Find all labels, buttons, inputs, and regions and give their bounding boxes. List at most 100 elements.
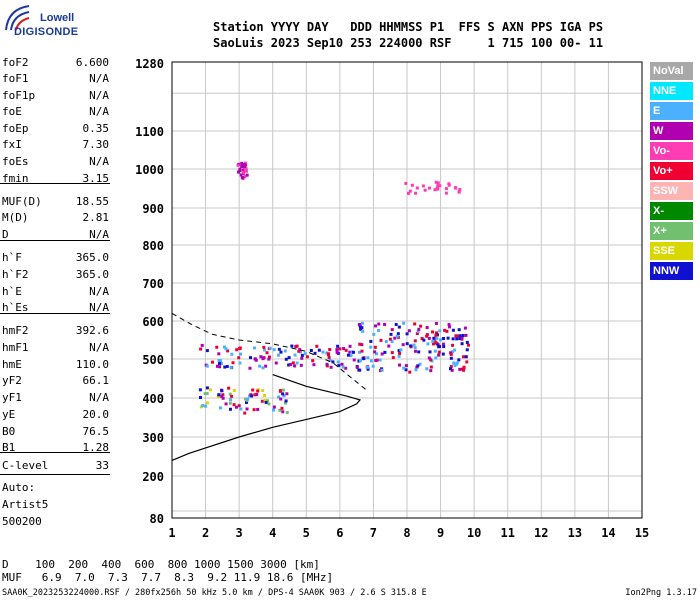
plot-frame: [171, 61, 643, 519]
echo-point: [291, 361, 295, 365]
param-value: 392.6: [75, 324, 109, 337]
x-tick-label: 10: [467, 526, 481, 540]
param-separator: [0, 240, 110, 241]
echo-point: [449, 352, 453, 356]
x-tick-label: 13: [568, 526, 582, 540]
echo-point: [445, 329, 449, 333]
echo-point: [205, 349, 209, 353]
legend-item: NoVal: [650, 62, 693, 80]
echo-point: [267, 402, 271, 406]
header-values: SaoLuis 2023 Sep10 253 224000 RSF 1 715 …: [213, 36, 604, 50]
echo-point: [448, 367, 452, 371]
echo-point: [309, 349, 313, 353]
echo-point: [455, 334, 459, 338]
echo-point: [396, 332, 400, 336]
echo-point: [252, 408, 256, 412]
echo-point: [460, 337, 464, 341]
echo-point: [240, 176, 244, 180]
param-name: h`E: [2, 285, 22, 298]
echo-point: [401, 343, 405, 347]
param-row: h`F2 365.0: [2, 268, 109, 282]
echo-point: [238, 346, 242, 350]
echo-point: [425, 367, 429, 371]
logo-line2: DIGISONDE: [14, 26, 79, 38]
x-tick-label: 15: [635, 526, 649, 540]
param-row: hmE 110.0: [2, 358, 109, 372]
echo-point: [365, 365, 369, 369]
echo-point: [239, 173, 243, 177]
echo-point: [295, 344, 299, 348]
echo-point: [369, 339, 373, 343]
echo-point: [359, 327, 363, 331]
param-row: foEp 0.35: [2, 122, 109, 136]
param-value: 20.0: [82, 408, 110, 421]
echo-point: [263, 393, 267, 397]
echo-point: [377, 329, 381, 333]
echo-point: [239, 352, 243, 356]
echo-point: [325, 362, 329, 366]
echo-point: [281, 388, 285, 392]
echo-point: [278, 389, 282, 393]
echo-point: [328, 348, 332, 352]
echo-point: [390, 328, 394, 332]
param-value: 0.35: [82, 122, 110, 135]
echo-point: [259, 355, 263, 359]
param-name: yF2: [2, 374, 22, 387]
echo-point: [457, 190, 461, 194]
echo-point: [229, 398, 233, 402]
param-row: yF1 N/A: [2, 391, 109, 405]
echo-point: [371, 364, 375, 368]
echo-point: [417, 350, 421, 354]
x-tick-label: 9: [437, 526, 444, 540]
echo-point: [335, 350, 339, 354]
echo-point: [435, 187, 439, 191]
digisonde-logo-icon: [3, 3, 33, 33]
echo-point: [243, 167, 247, 171]
y-tick-label: 200: [142, 470, 164, 484]
echo-point: [413, 349, 417, 353]
echo-point: [425, 334, 429, 338]
echo-point: [241, 170, 245, 174]
echo-point: [399, 348, 403, 352]
echo-point: [418, 362, 422, 366]
echo-point: [282, 394, 286, 398]
echo-point: [264, 364, 268, 368]
echo-point: [284, 357, 288, 361]
echo-point: [284, 399, 288, 403]
echo-point: [220, 394, 224, 398]
echo-point: [387, 344, 391, 348]
echo-point: [414, 191, 418, 195]
echo-point: [344, 366, 348, 370]
echo-point: [431, 330, 435, 334]
echo-point: [433, 349, 437, 353]
param-name: foF1p: [2, 89, 36, 102]
echo-point: [352, 358, 356, 362]
echo-point: [311, 359, 315, 363]
echo-point: [433, 188, 437, 192]
echo-point: [264, 400, 268, 404]
echo-point: [221, 396, 225, 400]
echo-point: [351, 350, 355, 354]
param-value: 76.5: [82, 425, 110, 438]
echo-point: [335, 348, 339, 352]
param-row: hmF2 392.6: [2, 324, 109, 338]
echo-point: [431, 339, 435, 343]
echo-point: [366, 356, 370, 360]
echo-point: [321, 350, 325, 354]
echo-point: [415, 186, 419, 190]
echo-point: [248, 366, 252, 370]
param-name: hmF2: [2, 324, 29, 337]
echo-point: [374, 352, 378, 356]
echo-point: [266, 399, 270, 403]
echo-point: [228, 392, 232, 396]
echo-point: [397, 354, 401, 358]
echo-point: [449, 356, 453, 360]
x-tick-label: 12: [534, 526, 548, 540]
echo-point: [326, 352, 330, 356]
echo-point: [434, 356, 438, 360]
param-value: N/A: [89, 341, 109, 354]
echo-point: [408, 189, 412, 193]
param-value: 3.15: [82, 172, 110, 185]
echo-point: [220, 389, 224, 393]
echo-point: [358, 359, 362, 363]
